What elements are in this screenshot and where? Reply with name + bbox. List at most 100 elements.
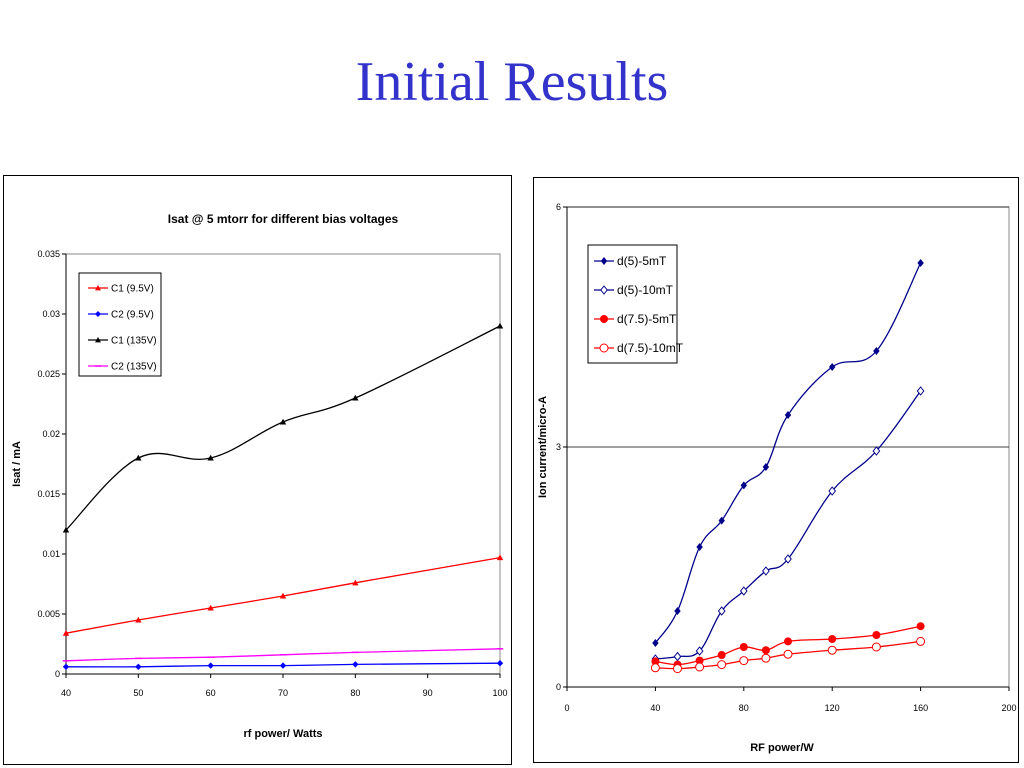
data-point [62, 663, 70, 670]
data-point [917, 259, 924, 267]
data-point [828, 635, 837, 643]
series-4 [650, 636, 926, 674]
data-point [496, 554, 504, 561]
data-point [695, 646, 704, 656]
data-point [717, 606, 726, 616]
series-3 [62, 322, 504, 533]
y-tick-label: 0.035 [37, 249, 60, 259]
y-tick-label: 0.005 [37, 609, 60, 619]
x-tick-label: 40 [61, 688, 71, 698]
data-point [761, 653, 771, 663]
data-point [279, 418, 287, 425]
legend-box [587, 244, 678, 364]
data-point [872, 446, 881, 456]
data-point [739, 656, 749, 666]
data-point [784, 554, 792, 564]
x-tick-label: 120 [825, 703, 840, 713]
legend-marker [600, 315, 608, 323]
data-point [784, 411, 792, 419]
series-4 [62, 648, 504, 662]
series-3 [651, 622, 925, 669]
data-point [828, 486, 837, 496]
x-tick-label: 160 [913, 703, 928, 713]
data-point [696, 543, 703, 551]
data-point [135, 616, 142, 623]
y-axis-label: Isat / mA [11, 441, 23, 487]
data-point [135, 663, 142, 670]
legend: d(5)-5mT d(5)-10mT d(7.5)-5mT d(7.5)-10mT [587, 244, 684, 364]
data-point [695, 656, 704, 665]
y-tick-label: 6 [556, 202, 561, 212]
data-point [496, 660, 504, 667]
series-line [65, 325, 501, 531]
data-point [650, 663, 660, 673]
data-point [352, 579, 359, 586]
legend-marker [95, 337, 101, 343]
legend-marker [95, 311, 101, 317]
legend-marker [599, 343, 609, 353]
data-point [352, 394, 359, 401]
x-tick-label: 90 [423, 688, 433, 698]
data-point [739, 586, 748, 596]
series-1 [652, 259, 924, 647]
legend-box [78, 272, 162, 377]
data-point [783, 649, 793, 659]
data-point [695, 662, 705, 672]
legend-marker [95, 285, 101, 291]
x-tick-label: 200 [1001, 703, 1016, 713]
x-tick-label: 80 [739, 703, 749, 713]
data-point [827, 645, 837, 655]
data-point [207, 604, 214, 611]
data-point [651, 657, 660, 666]
data-point [739, 643, 748, 651]
x-tick-label: 70 [278, 688, 288, 698]
y-tick-label: 0.015 [37, 489, 60, 499]
legend-label: C1 (135V) [111, 336, 157, 347]
data-point [916, 622, 925, 631]
data-point [352, 661, 359, 668]
data-point [717, 660, 727, 670]
data-point [761, 646, 770, 655]
y-axis-label: Ion current/micro-A [537, 396, 549, 498]
legend-label: d(7.5)-5mT [617, 312, 677, 326]
data-point [279, 592, 287, 599]
series-1 [62, 554, 504, 636]
data-point [829, 363, 836, 371]
y-tick-label: 0.025 [37, 369, 60, 379]
y-tick-label: 0.03 [42, 309, 60, 319]
y-tick-label: 0.01 [42, 549, 60, 559]
y-tick-label: 3 [556, 442, 561, 452]
data-point [496, 322, 504, 329]
series-2 [62, 660, 504, 670]
series-line [655, 625, 921, 666]
data-point [717, 651, 726, 659]
data-point [872, 631, 881, 639]
x-tick-label: 40 [650, 703, 660, 713]
series-line [655, 390, 922, 660]
data-point [279, 662, 287, 669]
chart-title: Isat @ 5 mtorr for different bias voltag… [168, 212, 399, 226]
x-tick-label: 0 [564, 703, 569, 713]
x-axis-label: RF power/W [750, 742, 814, 754]
x-tick-label: 50 [133, 688, 143, 698]
legend-label: d(5)-5mT [617, 254, 667, 268]
data-point [784, 637, 792, 646]
series-line [655, 640, 921, 670]
legend-marker [600, 285, 608, 295]
legend-label: C2 (135V) [111, 362, 157, 373]
y-tick-label: 0 [55, 669, 60, 679]
data-point [207, 662, 214, 669]
slide-title: Initial Results [355, 51, 669, 113]
legend: C1 (9.5V) C2 (9.5V) C1 (135V) C2 (135V) [78, 272, 162, 377]
data-point [673, 664, 682, 674]
data-point [871, 642, 881, 652]
y-tick-label: 0.02 [42, 429, 60, 439]
x-tick-label: 100 [492, 688, 507, 698]
data-point [762, 566, 770, 576]
series-line [654, 262, 922, 644]
data-point [674, 607, 681, 615]
legend-label: d(5)-10mT [617, 283, 674, 297]
data-point [873, 347, 880, 355]
x-axis-label: rf power/ Watts [243, 728, 322, 740]
chart-panel-isat: Isat @ 5 mtorr for different bias voltag… [3, 175, 512, 765]
